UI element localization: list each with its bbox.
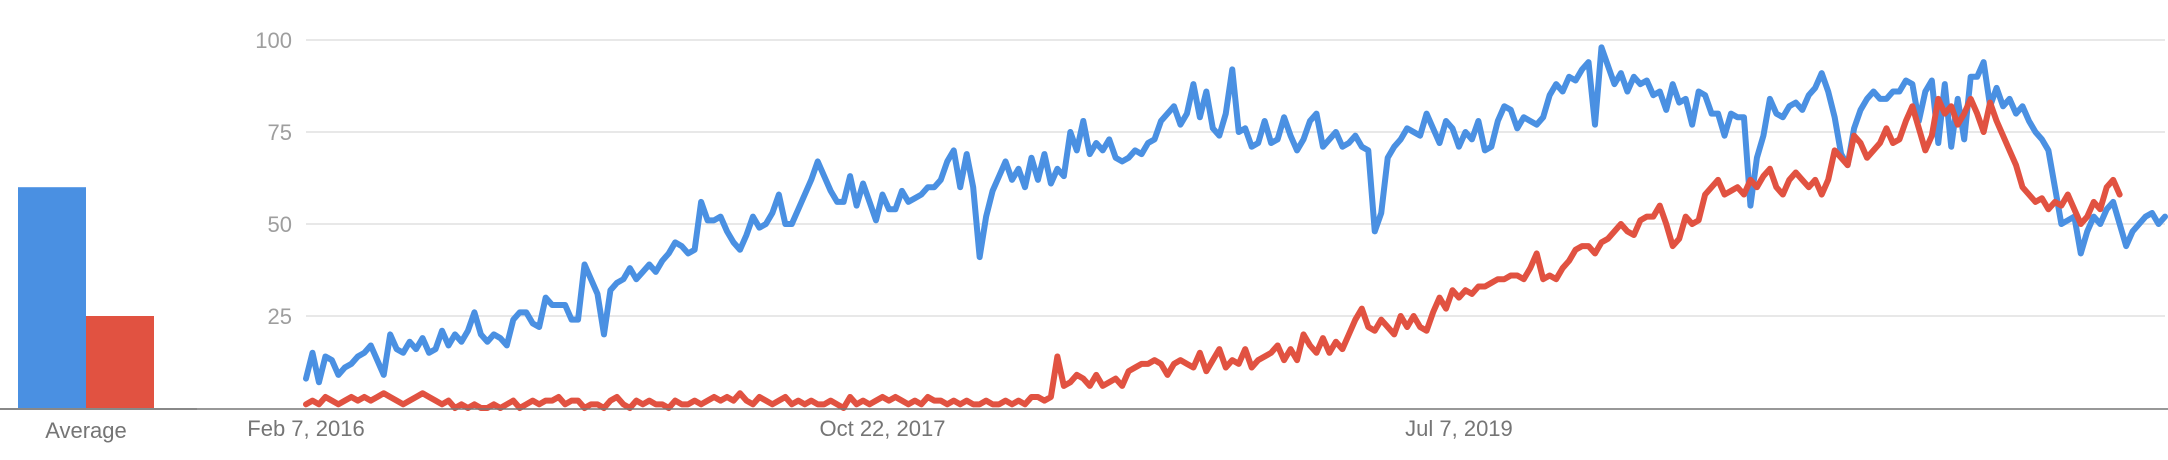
average-bar-red (86, 316, 154, 408)
average-label: Average (45, 418, 127, 443)
x-tick-label: Jul 7, 2019 (1405, 416, 1513, 441)
average-panel: Average (0, 187, 197, 443)
x-tick-label: Feb 7, 2016 (247, 416, 364, 441)
y-tick-label: 100 (255, 28, 292, 53)
series-layer (303, 44, 2168, 411)
x-tick-label: Oct 22, 2017 (819, 416, 945, 441)
x-axis-ticks: Feb 7, 2016 Oct 22, 2017 Jul 7, 2019 (247, 416, 1513, 441)
average-bar-blue (18, 187, 86, 408)
series-line-blue (303, 44, 2168, 386)
y-axis-ticks: 25 50 75 100 (255, 28, 292, 329)
y-tick-label: 75 (268, 120, 292, 145)
series-line-red (303, 95, 2123, 411)
y-tick-label: 25 (268, 304, 292, 329)
y-tick-label: 50 (268, 212, 292, 237)
